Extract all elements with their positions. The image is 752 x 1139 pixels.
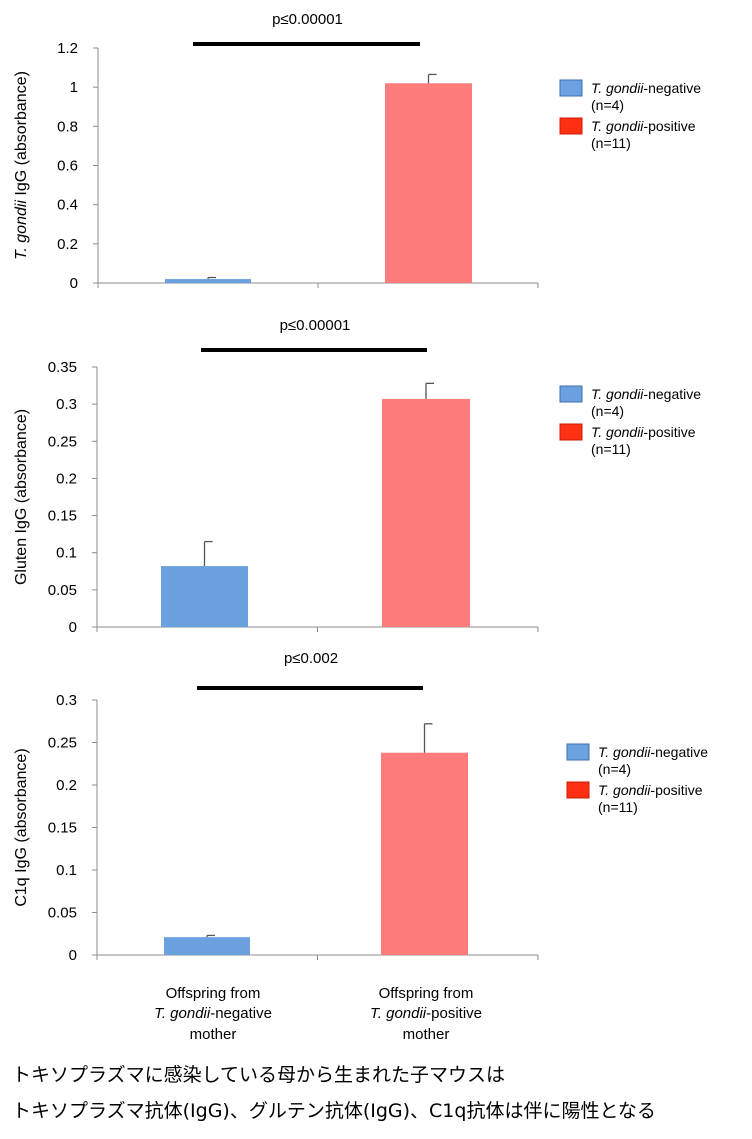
y-tick-label: 0.6 <box>57 158 78 175</box>
x-category-line: mother <box>403 1026 450 1043</box>
y-tick-label: 0.1 <box>56 862 77 879</box>
legend-n: (n=4) <box>591 403 624 419</box>
x-category-label-1: Offspring from T. gondii-negative mother <box>154 985 272 1043</box>
caption-line-2: トキソプラズマ抗体(IgG)、グルテン抗体(IgG)、C1q抗体は伴に陽性となる <box>12 1100 656 1122</box>
y-axis-label: T. gondii IgG (absorbance) <box>13 71 30 260</box>
y-tick-label: 0.05 <box>48 582 77 599</box>
legend-n: (n=11) <box>598 799 638 815</box>
chart-panel-3: 0 0.05 0.1 0.15 0.2 0.25 0.3 C1q IgG (absorbanc… <box>13 650 708 964</box>
p-value-label: p≤0.00001 <box>272 11 343 28</box>
y-tick-label: 0 <box>70 275 78 292</box>
legend-n: (n=11) <box>591 135 631 151</box>
x-category-line: Offspring from <box>379 985 474 1002</box>
y-tick-label: 0.2 <box>56 777 77 794</box>
legend-swatch <box>559 79 583 97</box>
legend: T. gondii-negative(n=4) T. gondii-positiv… <box>559 79 701 151</box>
bar-positive <box>382 398 470 627</box>
y-tick-label: 0.8 <box>57 118 78 135</box>
y-axis-label: C1q IgG (absorbance) <box>13 748 30 906</box>
y-tick-label: 0.3 <box>56 396 77 413</box>
y-tick-label: 0 <box>69 619 77 636</box>
bar-positive <box>381 752 468 955</box>
y-tick-label: 0.05 <box>48 905 77 922</box>
legend: T. gondii-negative(n=4) T. gondii-positiv… <box>566 743 708 815</box>
y-tick-label: 0.3 <box>56 692 77 709</box>
y-tick-label: 0.25 <box>48 433 77 450</box>
y-tick-label: 0.2 <box>56 470 77 487</box>
x-category-label-2: Offspring from T. gondii-positive mother <box>370 985 482 1043</box>
bar-negative <box>165 279 251 283</box>
legend-n: (n=4) <box>598 761 631 777</box>
y-tick-label: 0.2 <box>57 236 78 253</box>
x-category-line: mother <box>190 1026 237 1043</box>
bar-negative <box>164 937 250 955</box>
chart-panel-2: 0 0.05 0.1 0.15 0.2 0.25 0.3 0.35 Gluten IgG (ab… <box>13 317 701 636</box>
legend-label: T. gondii-negative <box>591 386 701 402</box>
y-tick-label: 0.25 <box>48 735 77 752</box>
y-tick-label: 0.15 <box>48 508 77 525</box>
y-tick-label: 0.1 <box>56 545 77 562</box>
y-tick-label: 0.35 <box>48 359 77 376</box>
legend-label: T. gondii-positive <box>591 118 696 134</box>
legend-swatch <box>566 743 590 761</box>
bar-negative <box>161 566 248 627</box>
y-tick-label: 0.4 <box>57 197 78 214</box>
legend-label: T. gondii-positive <box>598 782 703 798</box>
x-category-line: T. gondii-positive <box>370 1005 482 1022</box>
y-axis-label: Gluten IgG (absorbance) <box>13 409 30 585</box>
caption-line-1: トキソプラズマに感染している母から生まれた子マウスは <box>12 1064 506 1086</box>
legend-n: (n=4) <box>591 97 624 113</box>
y-tick-label: 1.2 <box>57 40 78 57</box>
legend-swatch <box>559 385 583 403</box>
legend-n: (n=11) <box>591 441 631 457</box>
bar-positive <box>385 83 472 283</box>
x-category-line: Offspring from <box>166 985 261 1002</box>
y-tick-label: 0 <box>69 947 77 964</box>
chart-panel-1: 0 0.2 0.4 0.6 0.8 1 1.2 T. gondii IgG (absorban… <box>13 11 701 292</box>
legend-swatch <box>559 423 583 441</box>
legend-label: T. gondii-negative <box>598 744 708 760</box>
legend-label: T. gondii-positive <box>591 424 696 440</box>
legend: T. gondii-negative(n=4) T. gondii-positiv… <box>559 385 701 457</box>
y-tick-label: 0.15 <box>48 820 77 837</box>
legend-swatch <box>559 117 583 135</box>
p-value-label: p≤0.00001 <box>280 317 351 334</box>
legend-swatch <box>566 781 590 799</box>
legend-label: T. gondii-negative <box>591 80 701 96</box>
y-tick-label: 1 <box>70 79 78 96</box>
x-category-line: T. gondii-negative <box>154 1005 272 1022</box>
p-value-label: p≤0.002 <box>284 650 338 667</box>
